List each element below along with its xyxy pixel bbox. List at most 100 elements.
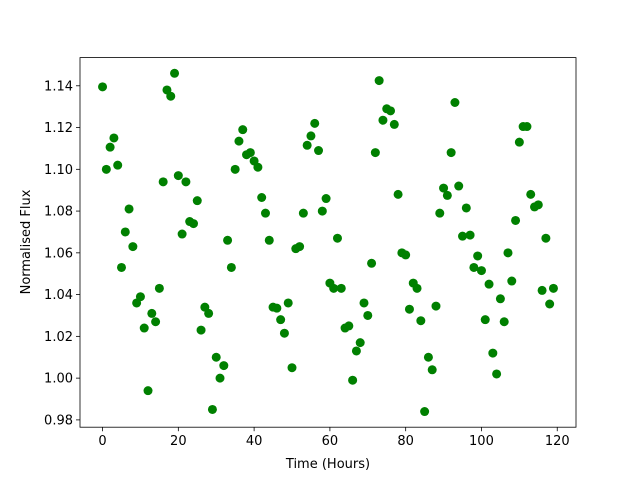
y-tick-label: 1.04 [44, 288, 73, 303]
point [359, 298, 369, 308]
point [344, 321, 354, 331]
point [367, 258, 377, 268]
y-tick-label: 1.08 [44, 205, 73, 220]
point [234, 136, 244, 146]
point [545, 299, 555, 309]
point [439, 183, 449, 193]
point [431, 301, 441, 311]
point [450, 97, 460, 107]
point [458, 231, 468, 241]
point [143, 386, 153, 396]
point [181, 177, 191, 187]
y-tick-label: 1.14 [44, 79, 73, 94]
point [279, 328, 289, 338]
point [370, 148, 380, 158]
point [113, 160, 123, 170]
point [511, 215, 521, 225]
point [378, 115, 388, 125]
x-tick-label: 80 [397, 434, 414, 449]
point [257, 193, 267, 203]
point [332, 233, 342, 243]
point [465, 230, 475, 240]
point [480, 315, 490, 325]
point [499, 317, 509, 327]
point [321, 194, 331, 204]
point [264, 235, 274, 245]
point [120, 227, 130, 237]
x-tick-label: 0 [98, 434, 106, 449]
x-tick-label: 40 [246, 434, 263, 449]
point [473, 251, 483, 261]
y-tick-label: 0.98 [44, 413, 73, 428]
point [537, 285, 547, 295]
point [442, 190, 452, 200]
point [101, 164, 111, 174]
point [336, 283, 346, 293]
point [154, 283, 164, 293]
point [401, 250, 411, 260]
point [158, 177, 168, 187]
point [283, 298, 293, 308]
point [495, 294, 505, 304]
point [389, 119, 399, 129]
point [207, 404, 217, 414]
point [416, 316, 426, 326]
x-tick-label: 60 [322, 434, 339, 449]
point [427, 365, 437, 375]
point [135, 292, 145, 302]
point [192, 196, 202, 206]
point [253, 162, 263, 172]
point [533, 200, 543, 210]
point [310, 118, 320, 128]
point [314, 146, 324, 156]
point [412, 283, 422, 293]
point [177, 229, 187, 239]
point [484, 279, 494, 289]
plot-frame [79, 57, 577, 428]
point [276, 315, 286, 325]
point [226, 262, 236, 272]
point [492, 369, 502, 379]
point [541, 233, 551, 243]
point [446, 148, 456, 158]
y-tick-label: 1.12 [44, 121, 73, 136]
point [503, 248, 513, 258]
point [170, 68, 180, 78]
point [404, 304, 414, 314]
point [355, 338, 365, 348]
point [454, 181, 464, 191]
point [488, 348, 498, 358]
point [393, 189, 403, 199]
x-tick-label: 100 [469, 434, 494, 449]
point [507, 276, 517, 286]
point [147, 308, 157, 318]
point [295, 242, 305, 252]
point [386, 106, 396, 116]
point [435, 208, 445, 218]
point [196, 325, 206, 335]
point [423, 352, 433, 362]
y-tick-label: 1.00 [44, 372, 73, 387]
point [522, 122, 532, 132]
point [151, 317, 161, 327]
y-tick-label: 1.02 [44, 330, 73, 345]
point [238, 125, 248, 135]
point [223, 235, 233, 245]
point [329, 283, 339, 293]
point [298, 208, 308, 218]
point [245, 148, 255, 158]
point [348, 375, 358, 385]
point [351, 346, 361, 356]
point [476, 266, 486, 276]
y-tick-label: 1.10 [44, 163, 73, 178]
point [230, 164, 240, 174]
point [211, 352, 221, 362]
point [287, 363, 297, 373]
point [109, 133, 119, 143]
point [526, 189, 536, 199]
point [302, 140, 312, 150]
x-tick-label: 20 [170, 434, 187, 449]
point [166, 91, 176, 101]
